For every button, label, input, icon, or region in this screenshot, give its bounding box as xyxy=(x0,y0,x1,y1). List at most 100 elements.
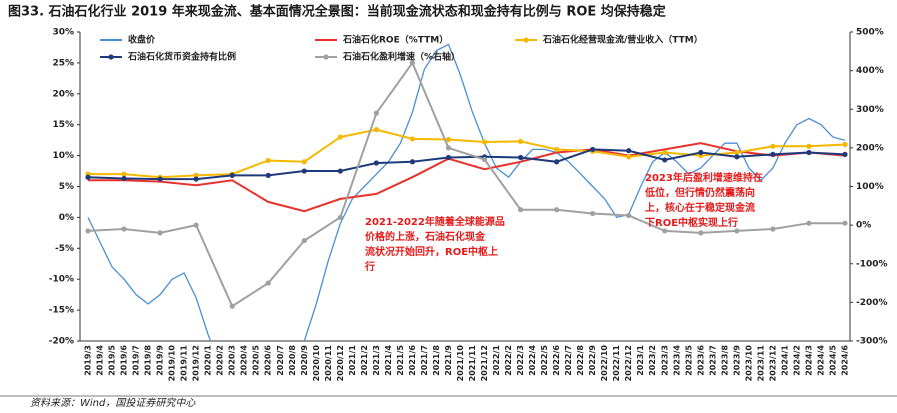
x-tick-label: 2020/12 xyxy=(336,345,345,381)
legend-marker xyxy=(523,37,529,43)
legend-marker xyxy=(108,54,114,60)
point xyxy=(265,172,271,178)
point xyxy=(554,146,560,153)
source: 资料来源：Wind，国投证券研究中心 xyxy=(30,397,196,409)
annotation: 2021-2022年随着全球能源品 xyxy=(365,215,505,228)
point xyxy=(373,110,379,116)
x-tick-label: 2020/11 xyxy=(324,345,333,382)
legend-label: 石油石化ROE（%TTM） xyxy=(342,34,448,46)
point xyxy=(409,136,416,142)
point xyxy=(734,149,740,156)
y2-tick-label: 400% xyxy=(856,66,884,76)
x-tick-label: 2022/12 xyxy=(624,345,633,381)
x-tick-label: 2021/2 xyxy=(360,345,369,376)
y-tick-label: -10% xyxy=(49,275,74,285)
y-tick-label: 25% xyxy=(52,58,74,68)
point xyxy=(265,157,271,164)
x-tick-label: 2022/4 xyxy=(528,345,537,376)
x-tick-label: 2020/10 xyxy=(312,345,321,382)
x-tick-label: 2024/5 xyxy=(828,345,837,376)
y2-tick-label: 100% xyxy=(856,182,884,192)
y2-tick-label: 0% xyxy=(856,221,871,231)
legend-marker xyxy=(323,54,329,60)
legend-label: 收盘价 xyxy=(128,34,156,46)
point xyxy=(734,228,740,234)
point xyxy=(157,176,163,182)
point xyxy=(698,149,704,156)
point xyxy=(373,127,379,133)
series-line xyxy=(87,60,845,308)
annotation: 上，核心在于稳定现金流 xyxy=(645,201,755,214)
y-tick-label: 5% xyxy=(59,182,74,192)
point xyxy=(626,148,632,154)
point xyxy=(517,207,524,213)
x-tick-label: 2022/8 xyxy=(576,345,585,376)
y-tick-label: 20% xyxy=(52,89,74,99)
x-tick-label: 2020/5 xyxy=(252,345,261,376)
point xyxy=(806,143,812,149)
point xyxy=(409,159,416,165)
x-tick-label: 2023/2 xyxy=(648,345,657,376)
x-tick-label: 2021/3 xyxy=(372,345,381,376)
x-tick-label: 2019/6 xyxy=(120,345,129,376)
y2-tick-label: 200% xyxy=(856,143,884,153)
point xyxy=(121,171,127,177)
point xyxy=(193,222,199,228)
x-tick-label: 2022/2 xyxy=(504,345,513,376)
point xyxy=(590,210,596,217)
x-tick-label: 2023/9 xyxy=(732,345,741,376)
series-line xyxy=(88,142,846,213)
x-tick-label: 2021/9 xyxy=(444,345,453,376)
x-tick-label: 2019/10 xyxy=(168,345,177,382)
point xyxy=(445,154,452,161)
x-tick-label: 2023/3 xyxy=(660,345,669,376)
y-tick-label: -5% xyxy=(55,244,74,254)
chart-title: 图33. 石油石化行业 2019 年来现金流、基本面情况全景图：当前现金流状态和… xyxy=(8,4,666,20)
x-tick-label: 2021/1 xyxy=(348,345,357,376)
x-tick-label: 2022/6 xyxy=(552,345,561,376)
y-tick-label: -15% xyxy=(49,306,74,316)
point xyxy=(157,230,163,236)
point xyxy=(373,160,379,166)
x-tick-label: 2024/6 xyxy=(841,345,850,376)
x-tick-label: 2020/9 xyxy=(300,345,309,376)
x-tick-label: 2024/4 xyxy=(816,345,825,376)
annotation: 低位，但行情仍然震荡向 xyxy=(644,186,755,199)
point xyxy=(770,151,776,157)
annotation: 2023年后盈利增速维持在 xyxy=(645,171,763,184)
y2-tick-label: 500% xyxy=(856,28,884,38)
x-tick-label: 2019/4 xyxy=(96,345,105,376)
point xyxy=(121,226,127,232)
y2-tick-label: -300% xyxy=(856,337,888,347)
point xyxy=(337,214,343,220)
x-tick-label: 2020/8 xyxy=(288,345,297,376)
point xyxy=(734,154,740,160)
x-tick-label: 2020/6 xyxy=(264,345,273,376)
point xyxy=(409,60,416,66)
point xyxy=(842,220,848,226)
point xyxy=(229,172,235,178)
point xyxy=(554,159,560,165)
x-tick-label: 2020/4 xyxy=(240,345,249,376)
x-tick-label: 2023/6 xyxy=(696,345,705,376)
series-line xyxy=(87,43,846,341)
point xyxy=(770,226,776,232)
point xyxy=(662,157,668,163)
point xyxy=(770,143,776,149)
point xyxy=(626,154,632,160)
x-tick-label: 2021/6 xyxy=(408,345,417,376)
x-tick-label: 2022/1 xyxy=(492,345,501,376)
annotation: 下ROE中枢实现上行 xyxy=(645,216,738,229)
point xyxy=(265,280,271,286)
y2-tick-label: -200% xyxy=(856,298,888,308)
x-tick-label: 2021/4 xyxy=(384,345,393,376)
point xyxy=(301,237,307,244)
point xyxy=(590,146,596,153)
point xyxy=(481,139,488,145)
x-tick-label: 2022/7 xyxy=(564,345,573,376)
x-tick-label: 2020/1 xyxy=(204,345,213,376)
point xyxy=(481,156,488,163)
point xyxy=(85,174,91,180)
y-tick-label: -20% xyxy=(49,337,74,347)
x-tick-label: 2019/7 xyxy=(132,345,141,376)
